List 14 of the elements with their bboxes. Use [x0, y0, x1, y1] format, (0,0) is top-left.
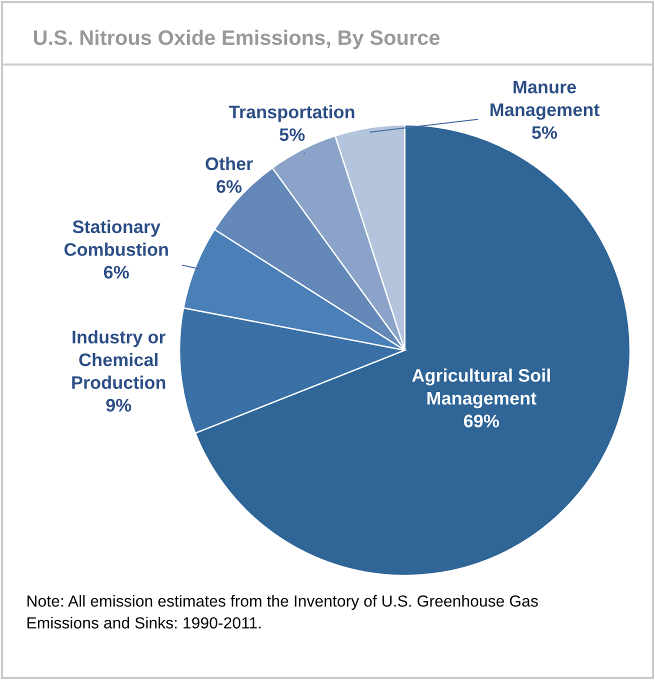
data-label: 5%: [280, 128, 305, 142]
data-label: 6%: [216, 180, 242, 193]
data-label: 69%: [464, 414, 499, 428]
data-label: 9%: [106, 398, 132, 412]
chart-title: U.S. Nitrous Oxide Emissions, By Source: [34, 30, 440, 50]
slice-label: Stationary Combustion: [64, 220, 168, 256]
legend-label: Industry or Chemical Production: [72, 330, 166, 389]
slice-label: Manure Management: [490, 80, 600, 120]
slice-label: Agricultural Soil Management: [412, 368, 550, 408]
data-label: 5%: [532, 126, 558, 139]
slice-label: Other: [206, 156, 253, 170]
text: Note: All emission estimates from the Inventory of U.S. Greenhouse Gas Emissions and Sinks: 1990-2011.: [28, 595, 538, 629]
data-label: 6%: [104, 266, 129, 279]
slice-label: Transportation: [229, 105, 354, 122]
